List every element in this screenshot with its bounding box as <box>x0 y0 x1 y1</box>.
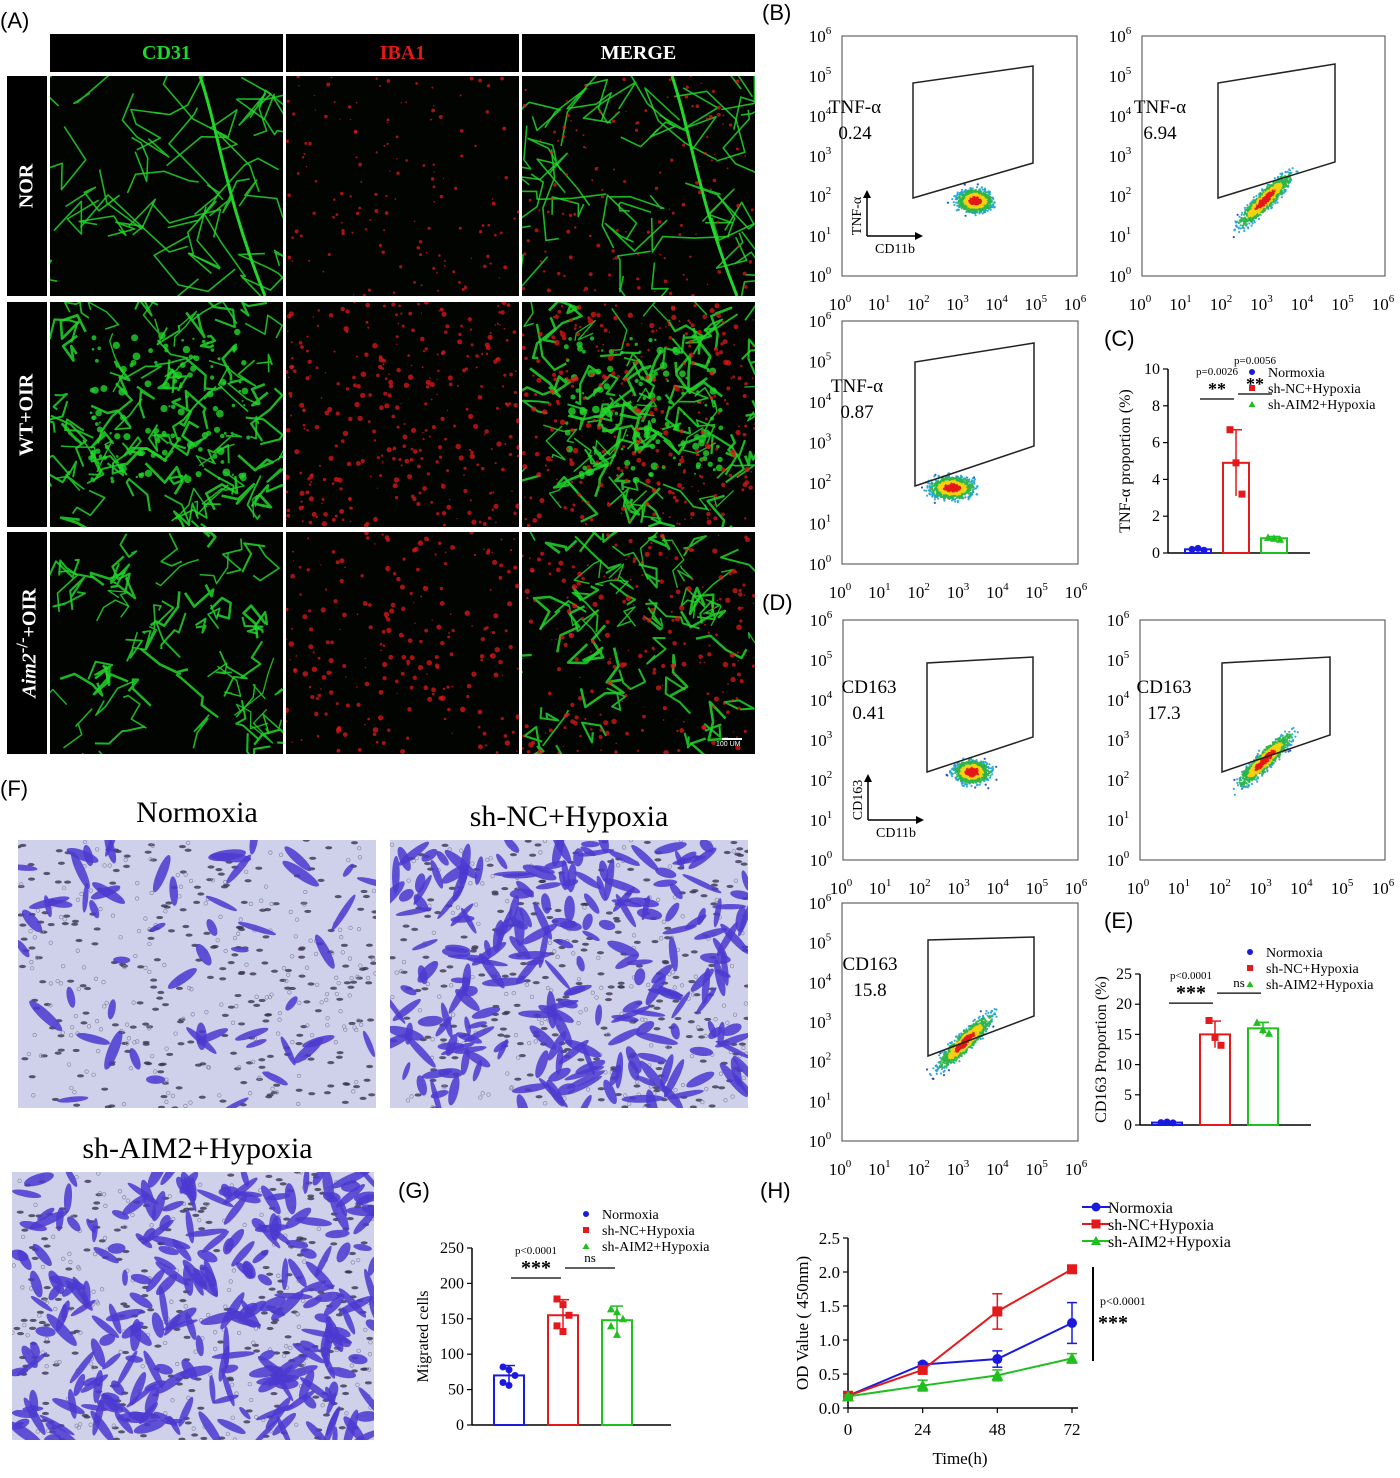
p-value: p<0.0001 <box>515 1245 557 1257</box>
y-tick-label: 200 <box>440 1275 464 1292</box>
data-point <box>1194 544 1202 552</box>
x-axis-label: Time(h) <box>932 1449 987 1468</box>
y-tick-label: 250 <box>440 1240 464 1257</box>
significance-stars: *** <box>521 1257 551 1279</box>
y-tick-label: 4 <box>1152 471 1160 488</box>
data-point <box>511 1371 519 1379</box>
legend-item: sh-NC+Hypoxia <box>1108 1217 1214 1234</box>
data-point <box>553 1295 561 1303</box>
data-point <box>619 1314 627 1323</box>
data-point <box>1067 1264 1077 1275</box>
bar-3 <box>1247 1027 1279 1126</box>
data-point <box>559 1301 567 1309</box>
data-point <box>505 1366 513 1374</box>
x-tick-label: 72 <box>1064 1420 1081 1439</box>
data-point <box>992 1354 1003 1365</box>
y-axis-label: TNF-α proportion (%) <box>1117 389 1134 532</box>
significance-stars: *** <box>1176 982 1206 1004</box>
y-tick-label: 20 <box>1116 996 1132 1013</box>
y-tick-label: 6 <box>1152 435 1160 452</box>
legend-item: Normoxia <box>1266 946 1324 961</box>
legend-item: sh-NC+Hypoxia <box>1268 382 1361 397</box>
y-tick-label: 15 <box>1116 1026 1132 1043</box>
ns-label: ns <box>584 1250 596 1265</box>
legend-item: sh-AIM2+Hypoxia <box>602 1240 710 1255</box>
legend-item: sh-NC+Hypoxia <box>602 1224 695 1239</box>
data-point <box>1067 1318 1077 1328</box>
x-tick-label: 48 <box>989 1420 1006 1439</box>
legend-item: Normoxia <box>1108 1200 1173 1217</box>
y-tick-label: 50 <box>448 1382 464 1399</box>
y-tick-label: 0.5 <box>819 1365 840 1384</box>
x-tick-label: 0 <box>844 1420 853 1439</box>
data-point <box>505 1381 513 1389</box>
bar-2 <box>1199 1033 1231 1127</box>
y-axis-label: OD Value ( 450nm) <box>793 1256 812 1390</box>
y-tick-label: 5 <box>1124 1087 1132 1104</box>
data-point <box>559 1328 567 1336</box>
legend-item: Normoxia <box>602 1208 660 1223</box>
data-point <box>565 1311 573 1319</box>
y-tick-label: 0 <box>456 1417 464 1434</box>
data-point <box>499 1363 507 1371</box>
data-point <box>607 1321 615 1330</box>
data-point <box>1200 546 1208 554</box>
x-tick-label: 24 <box>914 1420 932 1439</box>
data-point <box>1157 1119 1165 1127</box>
data-point <box>1188 545 1196 553</box>
legend-item: sh-AIM2+Hypoxia <box>1266 978 1374 993</box>
series-line <box>847 1268 1073 1397</box>
y-tick-label: 0 <box>1124 1117 1132 1134</box>
data-point <box>1232 459 1240 467</box>
y-tick-label: 2 <box>1152 508 1160 525</box>
y-tick-label: 0 <box>1152 545 1160 562</box>
y-tick-label: 100 <box>440 1346 464 1363</box>
data-point <box>1169 1119 1177 1127</box>
data-point <box>553 1322 561 1330</box>
y-tick-label: 2.0 <box>819 1263 840 1282</box>
y-axis-label: CD163 Proportion (%) <box>1093 976 1110 1123</box>
y-tick-label: 2.5 <box>819 1229 840 1248</box>
y-axis-label: Migrated cells <box>415 1291 432 1383</box>
y-tick-label: 25 <box>1116 966 1132 983</box>
legend-item: sh-NC+Hypoxia <box>1266 962 1359 977</box>
chart-g: 0 50 100 150 200 250 Migrated cells ***p<0.0001… <box>415 1208 710 1434</box>
data-point <box>613 1330 621 1338</box>
p-value: p<0.0001 <box>1100 1294 1146 1308</box>
y-tick-label: 1.0 <box>819 1331 840 1350</box>
significance-stars: ** <box>1208 379 1226 399</box>
p-value: p=0.0026 <box>1196 366 1238 378</box>
data-point <box>1238 490 1246 498</box>
y-tick-label: 150 <box>440 1311 464 1328</box>
chart-h: 0.0 0.5 1.0 1.5 2.0 2.5 0 24 48 72 Time(h) OD Value… <box>793 1200 1231 1468</box>
data-point <box>1211 1033 1219 1041</box>
legend-item: sh-AIM2+Hypoxia <box>1268 398 1376 413</box>
legend-item: Normoxia <box>1268 366 1326 381</box>
y-tick-label: 0.0 <box>819 1399 840 1418</box>
y-tick-label: 10 <box>1116 1057 1132 1074</box>
chart-e: 0 5 10 15 20 25 CD163 Proportion (%) ***p<0.000… <box>1093 946 1374 1134</box>
series-line <box>847 1357 1073 1398</box>
y-tick-label: 10 <box>1144 361 1160 378</box>
data-point <box>499 1379 507 1387</box>
y-tick-label: 1.5 <box>819 1297 840 1316</box>
data-point <box>992 1306 1003 1317</box>
data-point <box>1205 1017 1213 1025</box>
significance-stars: *** <box>1098 1312 1128 1334</box>
p-value: p<0.0001 <box>1170 970 1212 982</box>
data-point <box>1226 426 1234 434</box>
data-point <box>917 1364 928 1375</box>
ns-label: ns <box>1233 975 1245 990</box>
data-point <box>1163 1118 1171 1126</box>
data-point <box>1217 1041 1225 1049</box>
legend-item: sh-AIM2+Hypoxia <box>1108 1234 1231 1251</box>
y-tick-label: 8 <box>1152 398 1160 415</box>
